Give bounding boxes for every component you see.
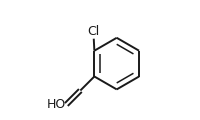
Text: Cl: Cl — [87, 25, 99, 38]
Text: HO: HO — [46, 98, 65, 111]
